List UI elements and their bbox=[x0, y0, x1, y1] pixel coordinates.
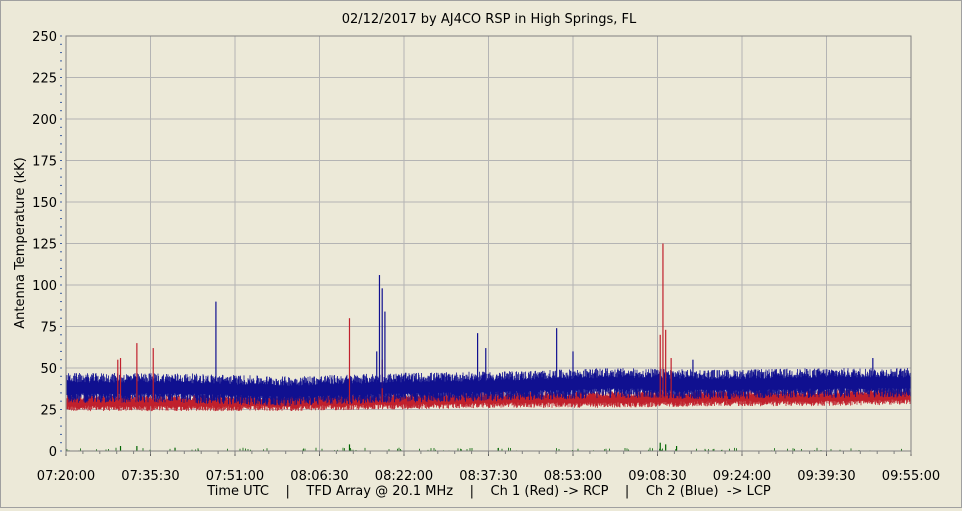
y-tick-label: 0 bbox=[49, 445, 57, 460]
x-tick-label: 08:37:30 bbox=[459, 469, 517, 484]
x-tick-label: 08:22:00 bbox=[375, 469, 433, 484]
y-tick-label: 200 bbox=[32, 113, 57, 128]
y-tick-label: 125 bbox=[32, 238, 57, 253]
series-band bbox=[66, 368, 911, 406]
x-tick-label: 08:53:00 bbox=[544, 469, 602, 484]
y-tick-label: 150 bbox=[32, 196, 57, 211]
x-tick-label: 08:06:30 bbox=[290, 469, 348, 484]
y-tick-label: 50 bbox=[40, 362, 57, 377]
y-tick-label: 25 bbox=[40, 404, 57, 419]
spike-layer bbox=[117, 243, 874, 451]
y-tick-label: 250 bbox=[32, 30, 57, 45]
series-band bbox=[66, 447, 902, 451]
y-minor-ticks bbox=[60, 35, 62, 452]
y-tick-label: 225 bbox=[32, 72, 57, 87]
y-tick-label: 75 bbox=[40, 321, 57, 336]
y-tick-labels: 0 25 50 75 100 125 150 175 200 225 250 bbox=[32, 30, 57, 460]
x-tick-label: 09:24:00 bbox=[713, 469, 771, 484]
x-tick-label: 07:35:30 bbox=[121, 469, 179, 484]
series-layer bbox=[66, 368, 911, 451]
y-tick-label: 100 bbox=[32, 279, 57, 294]
x-tick-label: 07:20:00 bbox=[37, 469, 95, 484]
chart-title: 02/12/2017 by AJ4CO RSP in High Springs,… bbox=[342, 12, 637, 27]
series-2 bbox=[66, 447, 902, 451]
x-tick-label: 09:55:00 bbox=[882, 469, 940, 484]
x-tick-label: 09:08:30 bbox=[628, 469, 686, 484]
plot-border bbox=[65, 35, 912, 452]
x-axis-label: Time UTC | TFD Array @ 20.1 MHz | Ch 1 (… bbox=[206, 484, 771, 499]
x-tick-label: 07:51:00 bbox=[206, 469, 264, 484]
x-tick-label: 09:39:30 bbox=[797, 469, 855, 484]
x-tick-labels: 07:20:00 07:35:30 07:51:00 08:06:30 08:22:00… bbox=[37, 469, 940, 484]
y-tick-label: 175 bbox=[32, 155, 57, 170]
series-1 bbox=[66, 368, 911, 406]
y-axis-label: Antenna Temperature (kK) bbox=[13, 157, 28, 328]
